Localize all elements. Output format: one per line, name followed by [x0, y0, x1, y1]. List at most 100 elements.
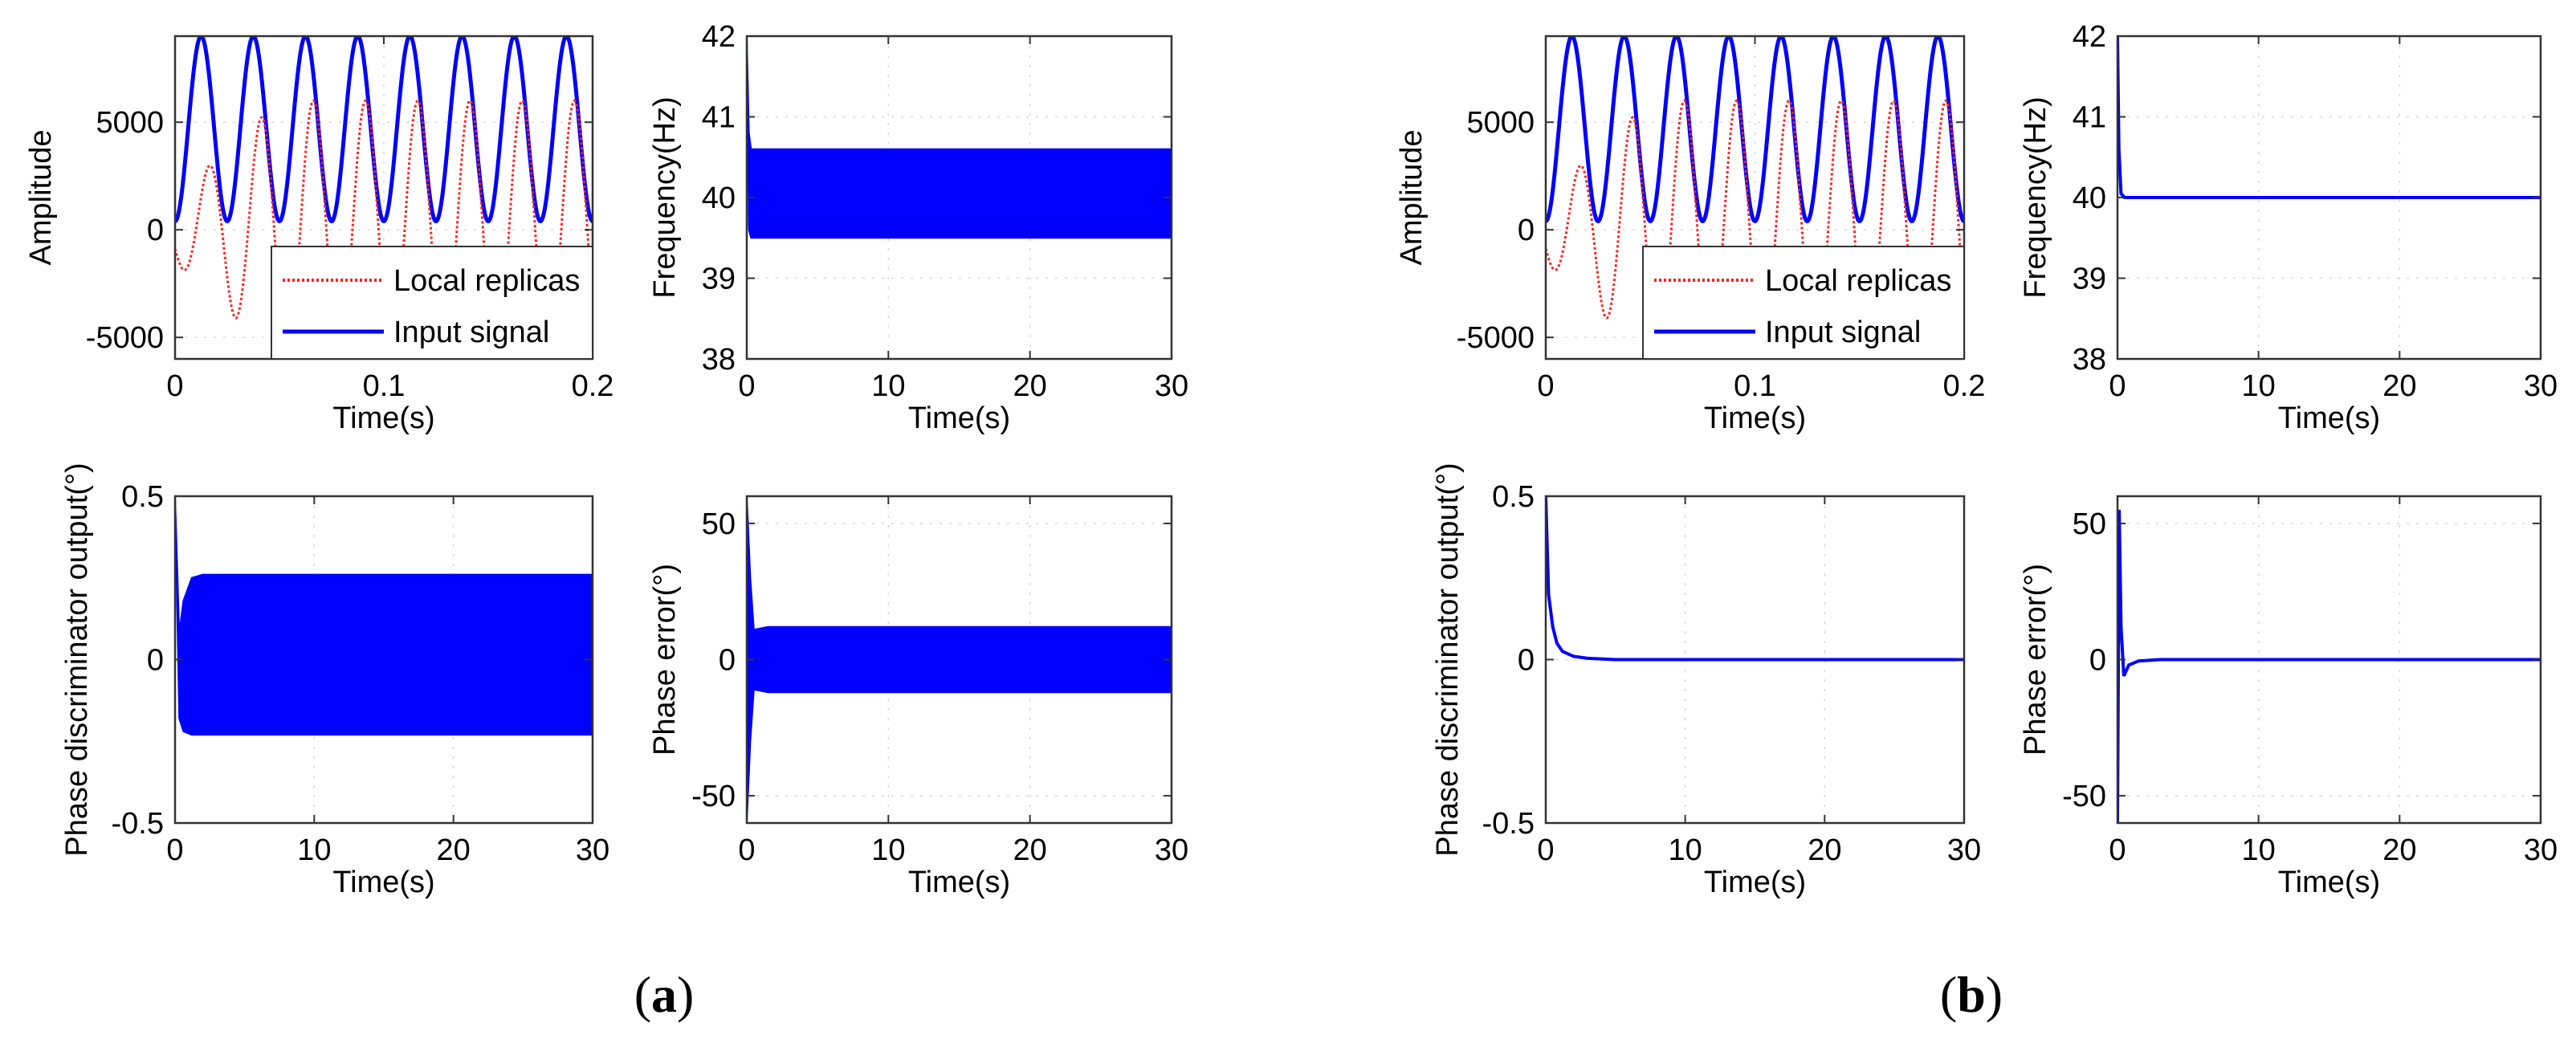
y-tick-label: 0: [1518, 214, 1535, 247]
data-layer: [175, 496, 593, 736]
x-tick-label: 20: [1808, 833, 1841, 867]
y-tick-label: 38: [2073, 343, 2106, 377]
legend: Local replicas Input signal: [1642, 246, 1965, 360]
y-tick-label: -5000: [86, 321, 164, 355]
x-tick-label: 0: [166, 369, 183, 403]
y-tick-label: 38: [702, 343, 736, 377]
x-axis-label: Time(s): [332, 401, 434, 435]
y-tick-label: 50: [702, 507, 736, 541]
x-tick-label: 0.1: [1734, 369, 1776, 403]
y-tick-label: 0: [2089, 644, 2106, 678]
x-tick-label: 0.1: [363, 369, 406, 403]
y-tick-label: 41: [2073, 101, 2106, 135]
x-tick-label: 0: [166, 833, 183, 867]
y-tick-label: -50: [2062, 780, 2106, 813]
y-tick-label: 39: [2073, 263, 2106, 296]
series-line-phase-error: [2117, 509, 2541, 823]
series-line-discriminator-output: [1546, 496, 1964, 662]
data-layer: [2117, 509, 2541, 823]
y-tick-label: 42: [702, 20, 736, 54]
x-tick-label: 0.2: [1943, 369, 1986, 403]
legend-box: [1642, 246, 1965, 360]
x-tick-label: 0: [738, 833, 755, 867]
x-axis-label: Time(s): [332, 866, 434, 899]
x-tick-label: 0: [1537, 369, 1554, 403]
y-tick-label: 40: [702, 181, 736, 215]
x-axis-label: Time(s): [908, 401, 1010, 435]
x-tick-label: 10: [871, 833, 905, 867]
y-axis-label: Phase error(°): [648, 564, 682, 756]
legend-label: Input signal: [1765, 316, 1921, 349]
x-tick-label: 30: [1155, 369, 1188, 403]
x-tick-label: 0: [738, 369, 755, 403]
x-tick-label: 0.2: [572, 369, 614, 403]
legend: Local replicas Input signal: [271, 246, 593, 360]
series-band-discriminator-output: [175, 496, 593, 736]
y-tick-label: -50: [691, 780, 736, 813]
data-layer: [747, 496, 1172, 823]
y-tick-label: -0.5: [112, 807, 164, 841]
y-tick-label: 42: [2073, 20, 2106, 54]
series-line-input-signal: [1546, 36, 1964, 224]
x-tick-label: 0: [2109, 833, 2126, 867]
x-tick-label: 20: [2382, 369, 2416, 403]
chart-b-frequency: 0 10 20 30 38 39 40 41 42 Time(s) Frequency(Hz): [2019, 20, 2558, 435]
data-layer: [747, 36, 1172, 239]
x-axis-label: Time(s): [1704, 401, 1806, 435]
x-tick-label: 10: [297, 833, 331, 867]
x-tick-label: 0: [2109, 369, 2126, 403]
x-tick-label: 30: [1155, 833, 1188, 867]
y-tick-label: -5000: [1457, 321, 1535, 355]
y-tick-label: 50: [2073, 507, 2106, 541]
y-axis-label: Frequency(Hz): [648, 96, 682, 298]
x-tick-label: 0: [1537, 833, 1554, 867]
y-tick-label: 5000: [96, 106, 164, 140]
y-tick-label: 39: [702, 263, 736, 296]
chart-a-frequency: 0 10 20 30 38 39 40 41 42 Time(s) Frequency(Hz): [648, 20, 1188, 435]
legend-label: Input signal: [393, 316, 549, 349]
panel-label-a: (a): [634, 966, 695, 1023]
x-tick-label: 30: [576, 833, 609, 867]
legend-box: [271, 246, 593, 360]
x-axis-label: Time(s): [2278, 401, 2380, 435]
x-tick-label: 20: [437, 833, 471, 867]
x-axis-label: Time(s): [2278, 866, 2380, 899]
series-band-frequency: [747, 36, 1172, 239]
x-tick-label: 20: [1013, 369, 1047, 403]
y-tick-label: 0: [719, 644, 736, 678]
x-tick-label: 30: [2524, 833, 2558, 867]
x-tick-label: 10: [1669, 833, 1702, 867]
data-layer: [1546, 496, 1964, 662]
series-line-input-signal: [175, 36, 593, 224]
x-tick-label: 10: [871, 369, 905, 403]
x-tick-label: 30: [1947, 833, 1981, 867]
panel-label-b: (b): [1940, 966, 2003, 1023]
x-tick-label: 10: [2242, 833, 2276, 867]
y-tick-label: 0: [1518, 644, 1535, 678]
x-axis-label: Time(s): [908, 866, 1010, 899]
y-tick-label: 0: [147, 644, 164, 678]
y-tick-label: 41: [702, 101, 736, 135]
y-tick-label: 5000: [1466, 106, 1535, 140]
x-tick-label: 10: [2242, 369, 2276, 403]
y-axis-label: Amplitude: [24, 130, 58, 266]
y-tick-label: 40: [2073, 181, 2106, 215]
y-axis-label: Phase error(°): [2019, 564, 2052, 756]
x-tick-label: 20: [1013, 833, 1047, 867]
y-axis-label: Phase discriminator output(°): [60, 462, 94, 856]
y-tick-label: 0.5: [1492, 480, 1535, 514]
y-tick-label: -0.5: [1482, 807, 1535, 841]
y-axis-label: Frequency(Hz): [2019, 96, 2052, 298]
y-axis-label: Phase discriminator output(°): [1431, 462, 1465, 856]
series-band-phase-error: [747, 496, 1172, 823]
y-tick-label: 0: [147, 214, 164, 247]
legend-label: Local replicas: [393, 264, 580, 298]
